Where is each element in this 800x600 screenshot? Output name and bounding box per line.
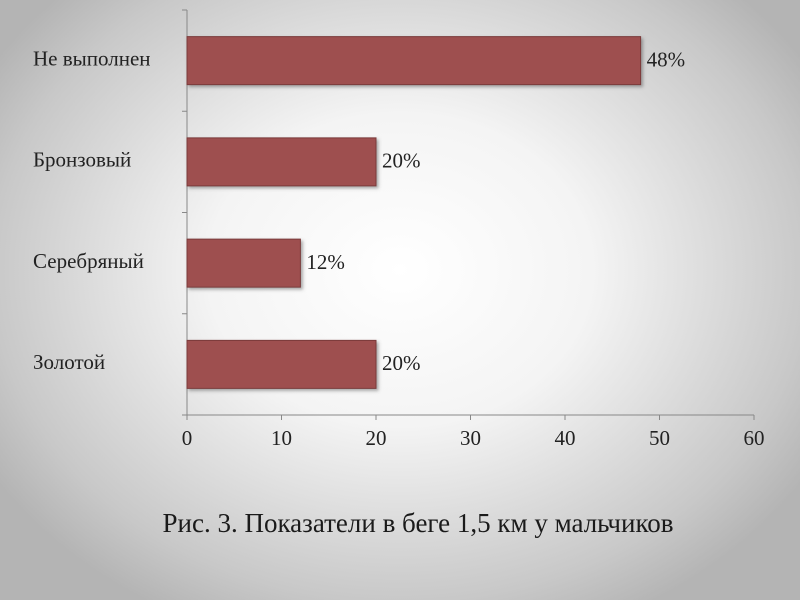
x-tick-label: 40 xyxy=(555,426,576,450)
x-tick-label: 10 xyxy=(271,426,292,450)
bar xyxy=(186,339,377,389)
y-tick-label: Бронзовый xyxy=(33,148,131,172)
caption: Рис. 3. Показатели в беге 1,5 км у мальч… xyxy=(163,508,674,538)
y-tick-label: Не выполнен xyxy=(33,46,151,70)
value-label: 48% xyxy=(647,47,686,71)
x-tick-label: 30 xyxy=(460,426,481,450)
bar xyxy=(186,238,301,288)
x-tick-label: 20 xyxy=(366,426,387,450)
value-label: 20% xyxy=(382,351,421,375)
x-tick-label: 60 xyxy=(744,426,765,450)
x-tick-label: 0 xyxy=(182,426,193,450)
bar xyxy=(186,137,377,187)
y-tick-label: Золотой xyxy=(33,350,105,374)
y-tick-label: Серебряный xyxy=(33,249,144,273)
value-label: 20% xyxy=(382,149,421,173)
x-tick-label: 50 xyxy=(649,426,670,450)
value-label: 12% xyxy=(306,250,345,274)
bar xyxy=(186,36,642,86)
